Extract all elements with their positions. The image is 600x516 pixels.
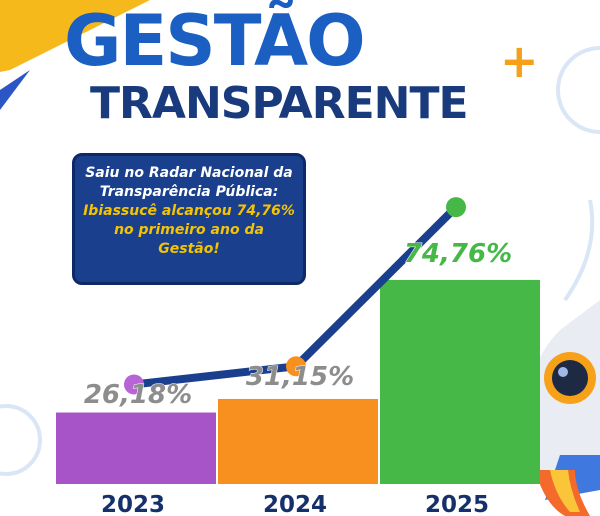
bar-2025: [380, 279, 540, 484]
decor-ring-left: [0, 404, 42, 476]
info-line2: Transparência Pública:: [99, 184, 279, 200]
category-label-2023: 2023: [101, 492, 165, 516]
data-label-2024: 31,15%: [246, 362, 354, 392]
trend-point-2025: [446, 197, 466, 218]
trend-point-2023: [124, 374, 144, 395]
info-line1: Saiu no Radar Nacional da: [85, 165, 293, 181]
category-label-2024: 2024: [263, 492, 327, 516]
info-box: Saiu no Radar Nacional da Transparência …: [72, 153, 306, 285]
title-line1: GESTÃO: [64, 0, 366, 82]
data-label-2025: 74,76%: [404, 239, 512, 269]
bar-2024: [218, 398, 378, 484]
title-plus-sign: +: [500, 34, 539, 88]
category-label-2025: 2025: [425, 492, 489, 516]
trend-point-2024: [286, 356, 306, 377]
data-label-2023: 26,18%: [84, 380, 192, 410]
decor-ring-right: [556, 46, 600, 134]
blue-corner-shape: [0, 70, 30, 110]
decor-arc: [563, 199, 595, 302]
yellow-corner-shape: [0, 0, 150, 72]
info-line3: Ibiassucê alcançou 74,76%: [83, 203, 295, 219]
bar-2023: [56, 412, 216, 484]
info-line4: no primeiro ano da Gestão!: [114, 222, 264, 257]
title-line2: TRANSPARENTE: [90, 78, 469, 129]
